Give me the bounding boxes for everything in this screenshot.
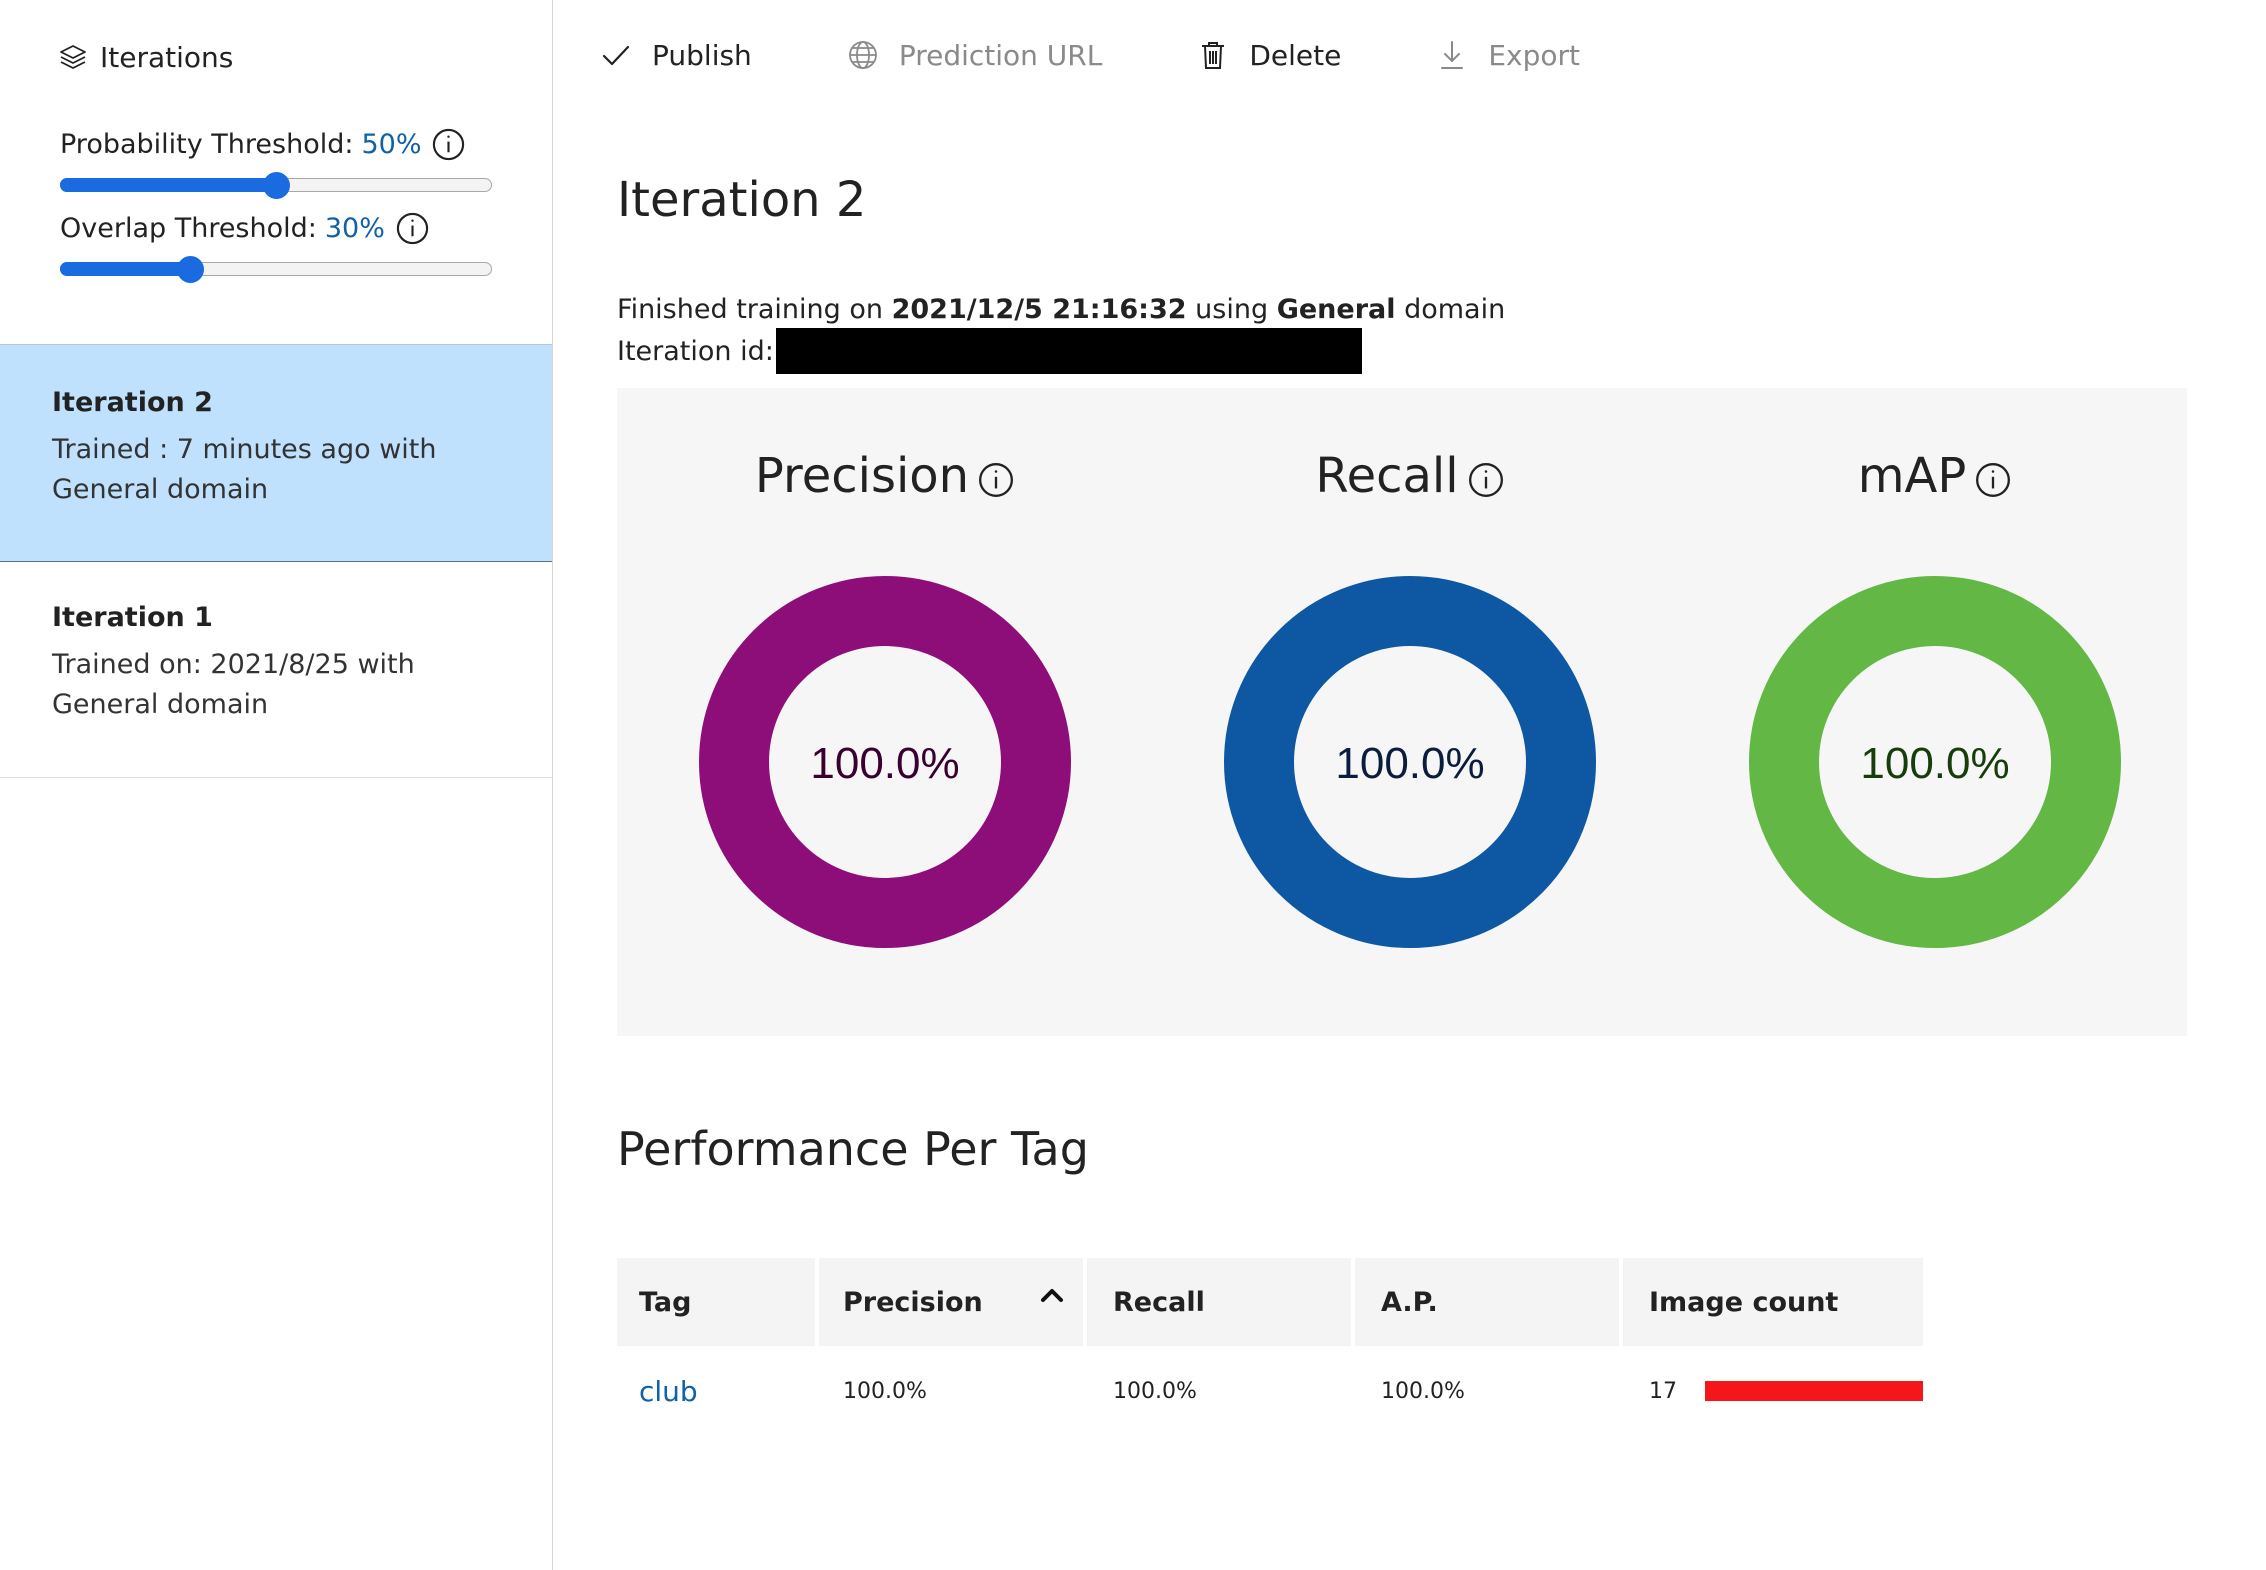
prediction-url-button[interactable]: Prediction URL (847, 38, 1103, 72)
checkmark-icon (602, 45, 630, 66)
precision-donut-chart: 100.0% (699, 576, 1071, 948)
chevron-up-icon (1041, 1289, 1063, 1302)
donut-value-label: 100.0% (810, 739, 959, 788)
info-icon[interactable] (395, 211, 430, 246)
finished-prefix: Finished training on (617, 294, 884, 325)
redacted-iteration-id (775, 328, 1362, 374)
training-summary: Finished training on 2021/12/5 21:16:32 … (617, 290, 1505, 330)
column-header-precision[interactable]: Precision (819, 1258, 1083, 1346)
iteration-id-row: Iteration id: (617, 328, 1362, 374)
export-button[interactable]: Export (1436, 39, 1580, 72)
slider-fill (60, 262, 190, 276)
recall-donut-chart: 100.0% (1224, 576, 1596, 948)
cell-recall: 100.0% (1113, 1378, 1197, 1404)
donut-value-label: 100.0% (1335, 739, 1484, 788)
iteration-card-desc: Trained on: 2021/8/25 with General domai… (52, 649, 415, 720)
command-bar: Publish Prediction URL Delete (600, 30, 1675, 80)
iteration-card-1[interactable]: Iteration 1 Trained on: 2021/8/25 with G… (0, 562, 552, 778)
slider-thumb[interactable] (176, 256, 204, 283)
map-donut-chart: 100.0% (1749, 576, 2121, 948)
slider-fill (60, 178, 276, 192)
column-header-precision-label: Precision (843, 1286, 983, 1318)
iterations-title: Iterations (100, 40, 234, 74)
slider-thumb[interactable] (263, 172, 290, 199)
publish-label: Publish (652, 38, 752, 72)
map-metric: mAP 100.0% (1735, 388, 2135, 1036)
performance-per-tag-title: Performance Per Tag (617, 1122, 1089, 1176)
prediction-url-label: Prediction URL (898, 38, 1103, 72)
tag-link-club[interactable]: club (639, 1374, 698, 1408)
overlap-threshold-slider[interactable] (60, 256, 492, 283)
donut-slice (699, 576, 1071, 948)
table-row: club 100.0% 100.0% 100.0% 17 (617, 1346, 1927, 1436)
probability-threshold: Probability Threshold: 50% (60, 124, 500, 199)
metric-title: Precision (754, 448, 970, 504)
column-header-ap[interactable]: A.P. (1355, 1258, 1619, 1346)
info-icon[interactable] (431, 127, 466, 162)
cell-image-count: 17 (1623, 1379, 1923, 1404)
metric-title: mAP (1857, 448, 1967, 504)
info-icon[interactable] (1974, 461, 2012, 499)
overlap-threshold: Overlap Threshold: 30% (60, 208, 500, 283)
overlap-threshold-value: 30% (324, 212, 385, 244)
probability-threshold-value: 50% (361, 128, 422, 160)
cell-precision: 100.0% (843, 1378, 927, 1404)
image-count-value: 17 (1649, 1378, 1677, 1404)
precision-metric: Precision 100.0% (685, 388, 1085, 1036)
finished-date: 2021/12/5 21:16:32 (891, 294, 1187, 325)
donut-value-label: 100.0% (1860, 739, 2009, 788)
publish-button[interactable]: Publish (600, 39, 752, 72)
info-icon[interactable] (977, 461, 1015, 499)
donut-slice (1224, 576, 1596, 948)
probability-threshold-label: Probability Threshold: (60, 128, 354, 160)
image-count-bar (1705, 1381, 1923, 1401)
iteration-card-title: Iteration 2 (52, 387, 213, 418)
iteration-id-label: Iteration id: (617, 335, 774, 367)
info-icon[interactable] (1467, 461, 1505, 499)
donut-slice (1749, 576, 2121, 948)
probability-threshold-slider[interactable] (60, 172, 492, 199)
column-header-image-count[interactable]: Image count (1623, 1258, 1923, 1346)
recall-metric: Recall 100.0% (1210, 388, 1610, 1036)
iterations-header[interactable]: Iterations (58, 36, 233, 78)
finished-suffix: domain (1404, 294, 1506, 325)
layers-icon (60, 45, 86, 69)
column-header-recall[interactable]: Recall (1087, 1258, 1351, 1346)
metrics-panel: Precision 100.0% Recall (617, 388, 2187, 1036)
overlap-threshold-label: Overlap Threshold: (60, 212, 317, 244)
delete-button[interactable]: Delete (1197, 39, 1341, 72)
trash-icon (1202, 42, 1225, 69)
download-icon (1441, 41, 1464, 69)
finished-middle: using (1195, 294, 1269, 325)
iteration-card-title: Iteration 1 (52, 602, 213, 633)
page-title: Iteration 2 (617, 172, 867, 228)
table-header-row: Tag Precision Recall A.P. Image count (617, 1258, 1927, 1346)
performance-table: Tag Precision Recall A.P. Image count cl… (617, 1258, 1927, 1436)
metric-title: Recall (1315, 448, 1459, 504)
finished-domain: General (1276, 294, 1396, 325)
iteration-card-2[interactable]: Iteration 2 Trained : 7 minutes ago with… (0, 344, 552, 562)
sidebar: Iterations Probability Threshold: 50% Ov… (0, 0, 553, 1570)
export-label: Export (1488, 38, 1581, 72)
column-header-tag[interactable]: Tag (617, 1258, 815, 1346)
iteration-card-desc: Trained : 7 minutes ago with General dom… (52, 434, 437, 505)
delete-label: Delete (1249, 38, 1342, 72)
cell-ap: 100.0% (1381, 1378, 1465, 1404)
globe-icon (848, 41, 877, 69)
